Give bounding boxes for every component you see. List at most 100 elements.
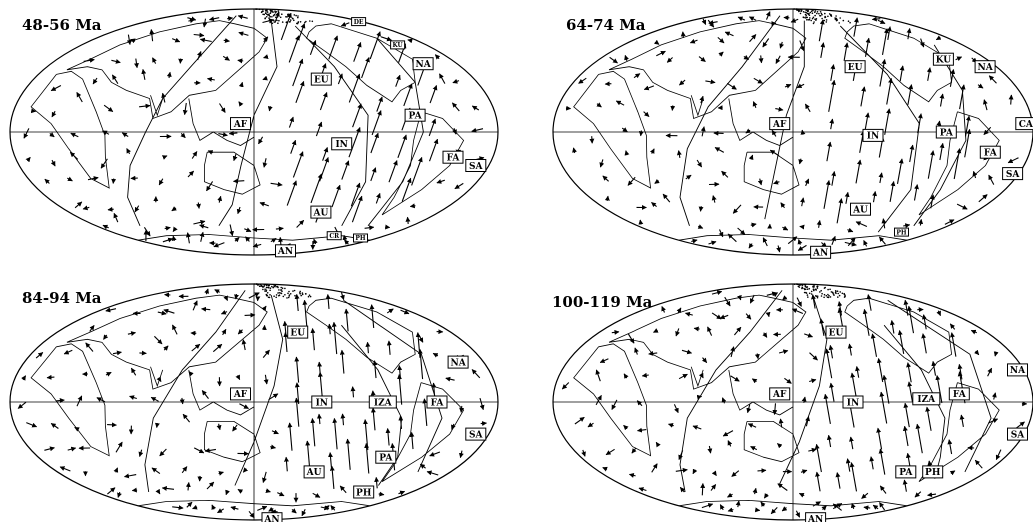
plate-label-sa: SA bbox=[465, 427, 487, 441]
velocity-arrow bbox=[778, 349, 789, 355]
velocity-arrow bbox=[317, 371, 323, 398]
velocity-arrow bbox=[638, 487, 647, 492]
velocity-arrow bbox=[319, 157, 330, 182]
velocity-arrow bbox=[957, 363, 963, 380]
velocity-arrow bbox=[949, 323, 956, 330]
plate-label-box bbox=[412, 57, 434, 71]
plate-label-box bbox=[842, 395, 864, 409]
coastline bbox=[844, 23, 953, 103]
velocity-arrow bbox=[471, 369, 481, 379]
velocity-arrow bbox=[902, 479, 908, 492]
velocity-arrow bbox=[678, 373, 688, 380]
plate-label-box bbox=[769, 387, 791, 401]
dense-mark bbox=[293, 14, 296, 16]
velocity-arrow bbox=[611, 329, 620, 335]
velocity-arrow bbox=[112, 350, 122, 356]
plate-label-text: FA bbox=[431, 398, 445, 408]
velocity-arrow bbox=[995, 449, 1002, 461]
velocity-arrow bbox=[436, 179, 445, 184]
dense-mark bbox=[830, 14, 832, 16]
velocity-arrow bbox=[44, 446, 55, 452]
velocity-arrow bbox=[370, 167, 377, 182]
velocity-arrow bbox=[700, 483, 706, 496]
velocity-arrow bbox=[781, 506, 788, 512]
dense-mark bbox=[253, 283, 255, 285]
velocity-arrow bbox=[217, 508, 224, 514]
velocity-arrow bbox=[631, 447, 637, 454]
velocity-arrow bbox=[711, 290, 723, 296]
velocity-arrow bbox=[298, 23, 306, 39]
velocity-arrow bbox=[225, 489, 230, 496]
plate-boundary bbox=[679, 290, 783, 493]
velocity-arrow bbox=[201, 390, 209, 399]
velocity-arrow bbox=[21, 375, 27, 381]
velocity-arrow bbox=[207, 77, 215, 82]
velocity-arrow bbox=[678, 450, 684, 461]
velocity-arrow bbox=[711, 312, 722, 320]
velocity-arrow bbox=[83, 57, 95, 63]
dense-mark bbox=[272, 286, 275, 289]
velocity-arrow bbox=[878, 172, 884, 184]
velocity-arrow bbox=[292, 151, 304, 178]
velocity-arrow bbox=[282, 320, 288, 336]
velocity-arrow bbox=[332, 417, 338, 450]
velocity-arrow bbox=[428, 118, 437, 137]
velocity-arrow bbox=[182, 413, 191, 423]
dense-mark bbox=[264, 290, 266, 292]
velocity-arrow bbox=[731, 470, 740, 477]
plate-label-text: SA bbox=[469, 430, 483, 440]
velocity-arrow bbox=[102, 130, 110, 136]
velocity-arrow bbox=[758, 55, 764, 64]
velocity-arrow bbox=[662, 193, 671, 203]
velocity-arrow bbox=[805, 416, 811, 427]
velocity-arrow bbox=[609, 56, 618, 64]
velocity-arrow bbox=[876, 358, 884, 383]
dense-mark bbox=[269, 9, 272, 12]
coastline bbox=[690, 366, 704, 388]
velocity-arrow bbox=[238, 31, 249, 37]
map-panel-100-119: EU NA AF IN IZA FA SA PA PH AN bbox=[552, 283, 1033, 522]
dense-mark bbox=[816, 11, 819, 13]
plate-label-box bbox=[326, 231, 342, 241]
velocity-arrow bbox=[724, 31, 734, 37]
velocity-arrow bbox=[480, 421, 487, 426]
velocity-arrow bbox=[26, 422, 38, 428]
velocity-arrow bbox=[310, 173, 323, 204]
velocity-arrow bbox=[471, 127, 484, 133]
velocity-arrow bbox=[718, 229, 724, 238]
velocity-arrow bbox=[621, 127, 628, 133]
dense-mark bbox=[810, 293, 813, 295]
dense-mark bbox=[814, 14, 816, 17]
velocity-arrow bbox=[157, 310, 167, 316]
dense-mark bbox=[293, 289, 296, 292]
velocity-arrow bbox=[401, 177, 412, 202]
velocity-arrow bbox=[209, 16, 220, 22]
velocity-arrow bbox=[929, 194, 935, 209]
velocity-arrow bbox=[791, 308, 804, 315]
velocity-arrow bbox=[595, 369, 601, 382]
velocity-arrow bbox=[429, 451, 441, 457]
velocity-arrow bbox=[439, 73, 446, 84]
velocity-arrow bbox=[151, 467, 161, 475]
velocity-arrow bbox=[280, 12, 292, 41]
velocity-arrow bbox=[386, 340, 392, 355]
velocity-arrow bbox=[237, 58, 244, 64]
velocity-arrow bbox=[87, 176, 99, 181]
dense-mark bbox=[816, 296, 819, 299]
velocity-arrow bbox=[589, 136, 595, 144]
velocity-arrow bbox=[727, 492, 733, 498]
velocity-arrow bbox=[747, 423, 757, 428]
velocity-arrow bbox=[454, 182, 464, 190]
velocity-arrow bbox=[370, 132, 379, 154]
velocity-arrow bbox=[292, 58, 304, 87]
dense-mark bbox=[285, 15, 287, 18]
dense-mark bbox=[267, 286, 269, 289]
velocity-arrow bbox=[315, 121, 323, 137]
plate-label-box bbox=[894, 227, 909, 237]
velocity-arrow bbox=[939, 93, 945, 107]
velocity-arrow bbox=[831, 171, 837, 186]
velocity-arrow bbox=[800, 129, 806, 135]
plate-label-an: AN bbox=[810, 245, 832, 259]
velocity-arrow bbox=[419, 463, 426, 469]
velocity-arrow bbox=[316, 413, 322, 425]
